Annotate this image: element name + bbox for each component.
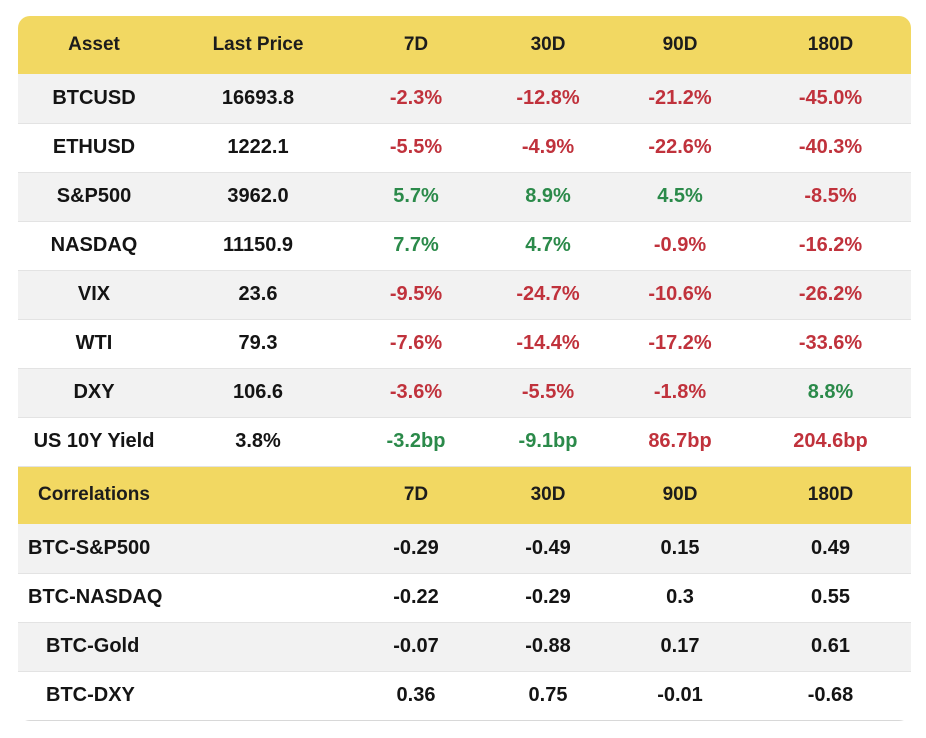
correlation-row-btc-nasdaq: BTC-NASDAQ -0.22 -0.29 0.3 0.55 [18,573,911,623]
change-90d: -10.6% [610,270,750,320]
change-30d: -24.7% [486,270,610,320]
corr-30d: -0.88 [486,622,610,672]
header-30d: 30D [486,16,610,74]
header-7d: 7D [346,466,486,524]
header-90d: 90D [610,466,750,524]
asset-name: NASDAQ [18,221,170,271]
asset-row-us10y: US 10Y Yield 3.8% -3.2bp -9.1bp 86.7bp 2… [18,417,911,467]
correlation-row-btc-sp500: BTC-S&P500 -0.29 -0.49 0.15 0.49 [18,524,911,574]
asset-name: VIX [18,270,170,320]
asset-row-nasdaq: NASDAQ 11150.9 7.7% 4.7% -0.9% -16.2% [18,221,911,271]
corr-7d: 0.36 [346,671,486,721]
asset-name: WTI [18,319,170,369]
last-price: 23.6 [170,270,346,320]
pair-name: BTC-Gold [18,622,346,672]
change-90d: -17.2% [610,319,750,369]
market-performance-table: Asset Last Price 7D 30D 90D 180D BTCUSD … [18,16,911,721]
change-30d: 8.9% [486,172,610,222]
asset-row-wti: WTI 79.3 -7.6% -14.4% -17.2% -33.6% [18,319,911,369]
header-90d: 90D [610,16,750,74]
change-7d: 5.7% [346,172,486,222]
last-price: 1222.1 [170,123,346,173]
asset-name: S&P500 [18,172,170,222]
change-90d: 86.7bp [610,417,750,467]
corr-30d: -0.29 [486,573,610,623]
change-90d: -21.2% [610,74,750,124]
corr-180d: 0.55 [750,573,911,623]
change-7d: -2.3% [346,74,486,124]
asset-name: US 10Y Yield [18,417,170,467]
header-180d: 180D [750,466,911,524]
corr-30d: 0.75 [486,671,610,721]
change-7d: -9.5% [346,270,486,320]
corr-90d: 0.15 [610,524,750,574]
pair-name: BTC-DXY [18,671,346,721]
performance-grid: Asset Last Price 7D 30D 90D 180D BTCUSD … [18,16,911,721]
last-price: 3962.0 [170,172,346,222]
correlations-header-row: Correlations 7D 30D 90D 180D [18,466,911,524]
asset-name: ETHUSD [18,123,170,173]
asset-row-dxy: DXY 106.6 -3.6% -5.5% -1.8% 8.8% [18,368,911,418]
change-180d: -33.6% [750,319,911,369]
last-price: 106.6 [170,368,346,418]
change-7d: 7.7% [346,221,486,271]
change-30d: -5.5% [486,368,610,418]
correlation-row-btc-gold: BTC-Gold -0.07 -0.88 0.17 0.61 [18,622,911,672]
change-180d: -8.5% [750,172,911,222]
change-180d: 204.6bp [750,417,911,467]
header-blank [170,466,346,524]
change-7d: -3.2bp [346,417,486,467]
last-price: 3.8% [170,417,346,467]
corr-7d: -0.07 [346,622,486,672]
asset-row-sp500: S&P500 3962.0 5.7% 8.9% 4.5% -8.5% [18,172,911,222]
corr-90d: 0.3 [610,573,750,623]
corr-180d: -0.68 [750,671,911,721]
change-180d: -26.2% [750,270,911,320]
change-30d: -14.4% [486,319,610,369]
asset-name: DXY [18,368,170,418]
header-180d: 180D [750,16,911,74]
header-7d: 7D [346,16,486,74]
asset-name: BTCUSD [18,74,170,124]
change-7d: -5.5% [346,123,486,173]
change-90d: -22.6% [610,123,750,173]
header-last-price: Last Price [170,16,346,74]
pair-name: BTC-NASDAQ [18,573,346,623]
header-correlations: Correlations [18,466,170,524]
change-180d: -40.3% [750,123,911,173]
change-7d: -3.6% [346,368,486,418]
change-7d: -7.6% [346,319,486,369]
corr-180d: 0.61 [750,622,911,672]
corr-7d: -0.29 [346,524,486,574]
change-90d: 4.5% [610,172,750,222]
header-30d: 30D [486,466,610,524]
change-90d: -0.9% [610,221,750,271]
change-30d: -4.9% [486,123,610,173]
corr-30d: -0.49 [486,524,610,574]
pair-name: BTC-S&P500 [18,524,346,574]
change-30d: 4.7% [486,221,610,271]
corr-90d: 0.17 [610,622,750,672]
change-180d: -45.0% [750,74,911,124]
corr-90d: -0.01 [610,671,750,721]
change-30d: -12.8% [486,74,610,124]
change-90d: -1.8% [610,368,750,418]
last-price: 79.3 [170,319,346,369]
asset-row-btcusd: BTCUSD 16693.8 -2.3% -12.8% -21.2% -45.0… [18,74,911,124]
correlation-row-btc-dxy: BTC-DXY 0.36 0.75 -0.01 -0.68 [18,671,911,721]
corr-7d: -0.22 [346,573,486,623]
last-price: 16693.8 [170,74,346,124]
header-asset: Asset [18,16,170,74]
corr-180d: 0.49 [750,524,911,574]
change-180d: -16.2% [750,221,911,271]
last-price: 11150.9 [170,221,346,271]
change-180d: 8.8% [750,368,911,418]
change-30d: -9.1bp [486,417,610,467]
performance-header-row: Asset Last Price 7D 30D 90D 180D [18,16,911,74]
asset-row-vix: VIX 23.6 -9.5% -24.7% -10.6% -26.2% [18,270,911,320]
asset-row-ethusd: ETHUSD 1222.1 -5.5% -4.9% -22.6% -40.3% [18,123,911,173]
